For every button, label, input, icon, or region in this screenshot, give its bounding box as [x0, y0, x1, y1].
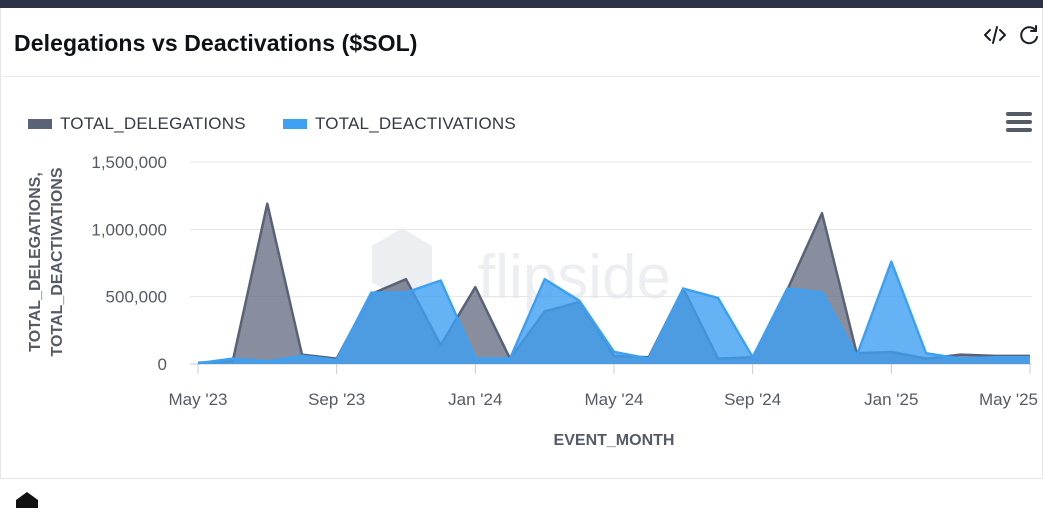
refresh-icon[interactable]: [1016, 22, 1042, 48]
legend-swatch-deactivations: [283, 119, 307, 129]
page-title: Delegations vs Deactivations ($SOL): [14, 30, 418, 56]
header-divider: [2, 76, 1039, 77]
next-card-logo: [14, 488, 40, 508]
legend-label: TOTAL_DELEGATIONS: [60, 114, 246, 133]
legend-item-deactivations[interactable]: TOTAL_DEACTIVATIONS: [283, 114, 516, 134]
chart-card: [0, 8, 1043, 478]
chart-menu-icon[interactable]: [1004, 110, 1034, 134]
legend-swatch-delegations: [28, 119, 52, 129]
legend-item-delegations[interactable]: TOTAL_DELEGATIONS: [28, 114, 246, 134]
code-icon[interactable]: [982, 22, 1008, 48]
legend-label: TOTAL_DEACTIVATIONS: [315, 114, 516, 133]
bottom-divider: [0, 478, 1043, 479]
top-accent-bar: [0, 0, 1043, 8]
